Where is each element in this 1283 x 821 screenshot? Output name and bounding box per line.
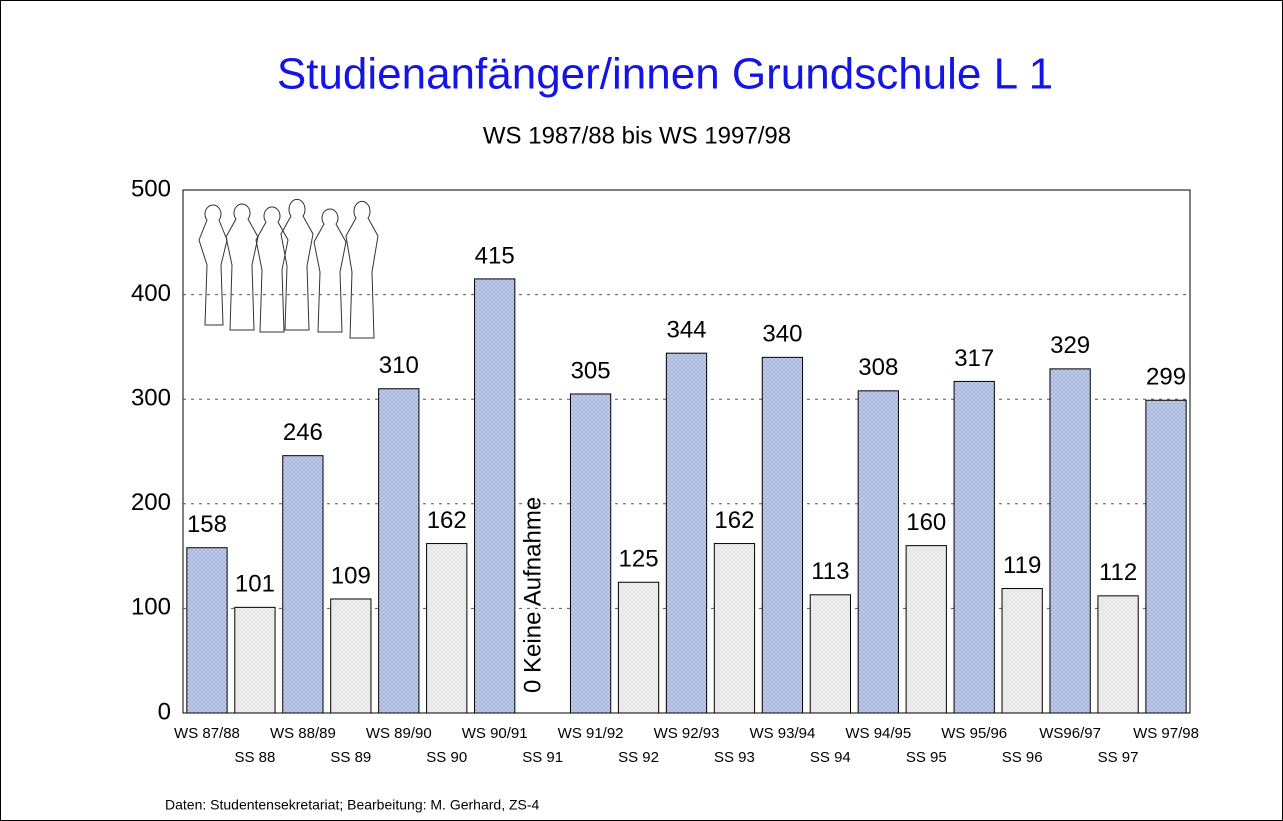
data-label: 162 [427,507,467,534]
data-label: 310 [379,352,419,379]
y-tick-label: 300 [131,385,171,412]
data-label: 299 [1146,364,1186,391]
bar [857,390,899,714]
data-label: 112 [1099,559,1137,586]
x-tick-label: WS96/97 [1039,725,1101,742]
data-label: 101 [235,571,275,598]
bar [761,356,804,714]
x-tick-label: WS 92/93 [654,725,720,742]
x-tick-label: SS 97 [1098,749,1139,766]
chart-subtitle: WS 1987/88 bis WS 1997/98 [483,122,791,149]
bar [569,393,612,714]
bar [1049,368,1091,714]
bar [713,543,756,714]
x-tick-label: WS 97/98 [1133,725,1199,742]
data-label: 308 [858,354,898,381]
x-tick-label: WS 89/90 [366,725,432,742]
y-tick-label: 0 [158,698,171,725]
bar [426,543,468,714]
y-tick-label: 500 [131,175,171,202]
x-tick-label: WS 93/94 [749,725,815,742]
bar [282,455,324,714]
data-label: 317 [954,345,994,372]
x-tick-label: SS 92 [618,749,659,766]
bar [234,606,276,714]
bar [186,547,228,714]
x-tick-label: SS 91 [522,749,563,766]
bar [474,278,516,714]
data-label: 158 [187,511,227,538]
chart-title: Studienanfänger/innen Grundschule L 1 [277,50,1053,99]
data-label: 119 [1003,552,1041,579]
x-tick-label: WS 95/96 [941,725,1007,742]
bar [617,581,660,714]
x-tick-label: WS 87/88 [174,725,240,742]
data-label-value: 0 [520,680,547,693]
annotation: Keine Aufnahme [520,497,547,673]
data-label: 329 [1050,332,1090,359]
bar [378,388,420,714]
x-tick-label: WS 90/91 [462,725,528,742]
bar [809,594,851,714]
y-tick-label: 200 [131,489,171,516]
bar [953,380,995,714]
data-label: 415 [475,242,515,269]
x-tick-label: SS 89 [330,749,371,766]
data-label: 109 [331,562,371,589]
x-tick-label: WS 88/89 [270,725,336,742]
bar [1145,399,1187,714]
data-label: 305 [571,357,611,384]
data-label: 0 Keine Aufnahme [520,497,547,693]
x-tick-label: SS 94 [810,749,851,766]
data-label: 125 [619,546,659,573]
data-label: 340 [762,321,802,348]
data-label: 160 [906,509,946,536]
footer: Daten: Studentensekretariat; Bearbeitung… [165,797,540,813]
bar [905,545,947,714]
y-tick-label: 100 [131,594,171,621]
data-label: 246 [283,419,323,446]
x-tick-label: WS 91/92 [558,725,624,742]
x-tick-label: SS 88 [234,749,275,766]
people-icon [198,198,379,339]
data-label: 113 [811,558,849,585]
x-tick-label: WS 94/95 [845,725,911,742]
x-tick-label: SS 96 [1002,749,1043,766]
x-tick-label: SS 93 [714,749,755,766]
x-tick-label: SS 95 [906,749,947,766]
x-tick-label: SS 90 [426,749,467,766]
data-label: 162 [714,507,754,534]
bar [665,352,708,714]
bar [330,598,372,714]
bar [1001,588,1043,714]
y-tick-label: 400 [131,280,171,307]
bar [1097,595,1139,714]
data-label: 344 [666,317,706,344]
